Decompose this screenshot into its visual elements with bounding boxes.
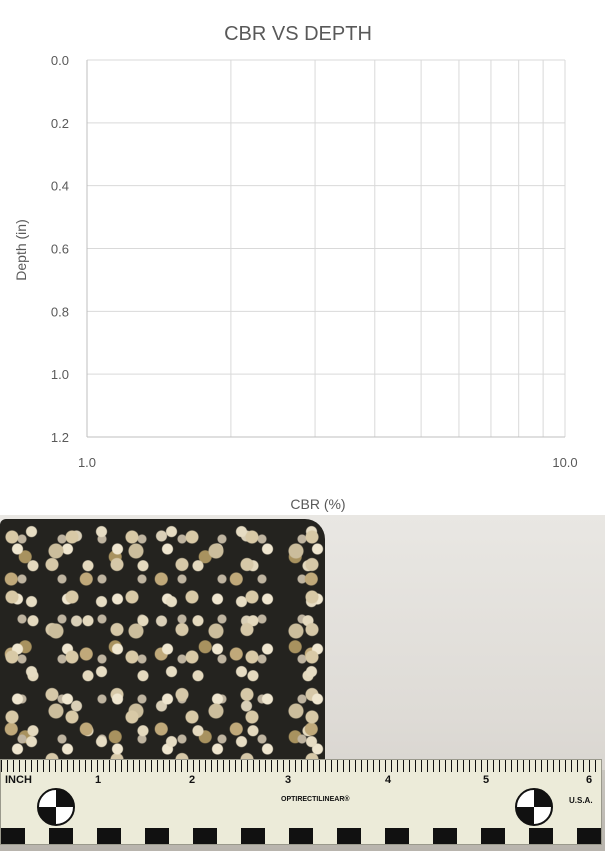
- y-tick-label-0: 0.0: [51, 53, 69, 68]
- y-tick-label-2: 0.4: [51, 179, 69, 194]
- measurement-ruler: INCH 1 2 3 4 5 6 OPTIRECTILINEAR® U.S.A.: [0, 759, 602, 845]
- y-tick-labels: 0.0 0.2 0.4 0.6 0.8 1.0 1.2: [51, 53, 69, 445]
- y-tick-label-5: 1.0: [51, 367, 69, 382]
- y-tick-label-6: 1.2: [51, 430, 69, 445]
- y-axis-label: Depth (in): [13, 219, 29, 280]
- x-axis-label: CBR (%): [290, 496, 345, 512]
- ruler-inch-2: 2: [189, 774, 196, 786]
- gridlines: [87, 59, 566, 438]
- y-tick-label-4: 0.8: [51, 304, 69, 319]
- asphalt-core-photo: INCH 1 2 3 4 5 6 OPTIRECTILINEAR® U.S.A.: [0, 515, 605, 851]
- ruler-inch-6: 6: [586, 774, 593, 786]
- cbr-depth-chart: CBR VS DEPTH 0.0 0.2 0.4 0.6 0.8 1.0 1.2 1.0 10…: [13, 23, 578, 512]
- ruler-country: U.S.A.: [569, 796, 593, 805]
- x-tick-label-1: 10.0: [552, 455, 577, 470]
- ruler-inch-4: 4: [385, 774, 392, 786]
- ruler-inch-ticks: [1, 760, 601, 772]
- ruler-inch-3: 3: [285, 774, 292, 786]
- x-tick-labels: 1.0 10.0: [78, 455, 578, 470]
- ruler-brand: OPTIRECTILINEAR®: [281, 796, 350, 803]
- photo-scale-target-icon-left: [37, 788, 75, 826]
- y-tick-label-3: 0.6: [51, 242, 69, 257]
- y-tick-label-1: 0.2: [51, 116, 69, 131]
- axes: [86, 60, 565, 438]
- photo-scale-target-icon-right: [515, 788, 553, 826]
- x-tick-label-0: 1.0: [78, 455, 96, 470]
- ruler-inch-1: 1: [95, 774, 102, 786]
- ruler-unit-label-inch: INCH: [5, 774, 32, 786]
- ruler-cm-scale: [1, 828, 601, 844]
- chart-title: CBR VS DEPTH: [224, 23, 372, 45]
- asphalt-core-sample: [0, 519, 325, 781]
- ruler-inch-5: 5: [483, 774, 490, 786]
